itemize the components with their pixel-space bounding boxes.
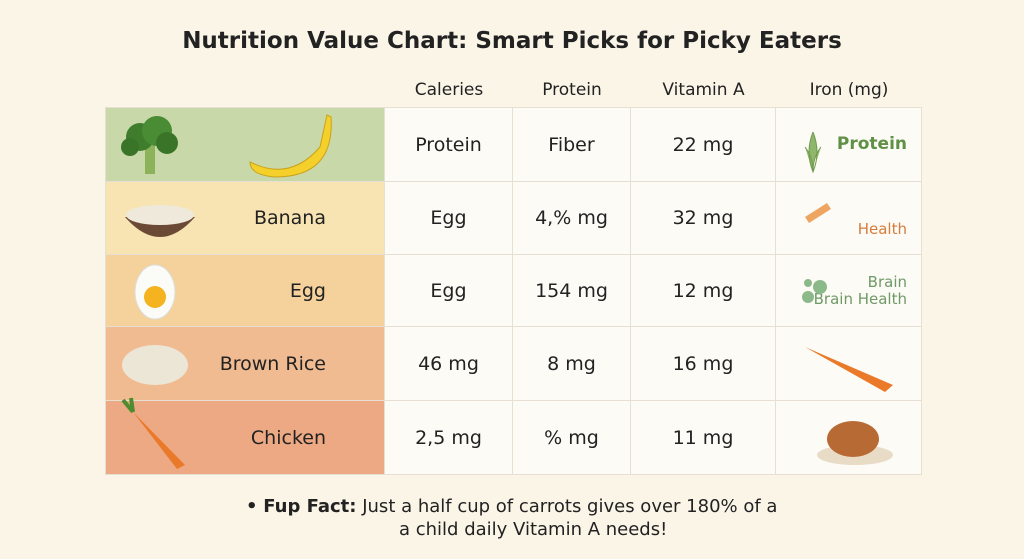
- table-cell: 16 mg: [631, 327, 776, 401]
- row-label: Egg: [105, 255, 385, 327]
- table-cell: 22 mg: [631, 107, 776, 182]
- fun-fact: • Fup Fact: Just a half cup of carrots g…: [0, 496, 1024, 540]
- iron-cell: Brain Brain Health: [776, 255, 922, 327]
- iron-text: Brain Health: [813, 289, 907, 308]
- table-cell: 32 mg: [631, 182, 776, 255]
- table-cell: Protein: [385, 107, 513, 182]
- table-cell: Fiber: [513, 107, 631, 182]
- table-cell: 8 mg: [513, 327, 631, 401]
- table-cell: 2,5 mg: [385, 401, 513, 475]
- fact-line: • Fup Fact: Just a half cup of carrots g…: [0, 496, 1024, 517]
- fact-line: a child daily Vitamin A needs!: [399, 519, 668, 540]
- row-label: Banana: [105, 182, 385, 255]
- row-label: Chicken: [105, 401, 385, 475]
- iron-cell: [776, 327, 922, 401]
- iron-text: Protein: [836, 134, 907, 154]
- table-cell: 11 mg: [631, 401, 776, 475]
- table-cell: 4,% mg: [513, 182, 631, 255]
- iron-text: Brain: [867, 272, 907, 291]
- column-header: Vitamin A: [662, 80, 745, 100]
- column-header: Iron (mg): [809, 80, 889, 100]
- iron-cell: [776, 401, 922, 475]
- row-label: Brown Rice: [105, 327, 385, 401]
- row-label: [105, 107, 385, 182]
- column-header: Protein: [542, 80, 602, 100]
- title: Nutrition Value Chart: Smart Picks for P…: [182, 28, 842, 54]
- fact-text: Just a half cup of carrots gives over 18…: [362, 496, 778, 517]
- column-header: Caleries: [414, 80, 484, 100]
- fact-lead: Fup Fact:: [263, 496, 357, 517]
- table-cell: Egg: [385, 182, 513, 255]
- iron-cell: Protein: [776, 107, 922, 182]
- table-cell: Egg: [385, 255, 513, 327]
- iron-cell: Health: [776, 182, 922, 255]
- table-cell: % mg: [513, 401, 631, 475]
- table-cell: 46 mg: [385, 327, 513, 401]
- iron-text: Health: [857, 219, 907, 238]
- table-cell: 154 mg: [513, 255, 631, 327]
- bullet: •: [246, 496, 258, 517]
- table-cell: 12 mg: [631, 255, 776, 327]
